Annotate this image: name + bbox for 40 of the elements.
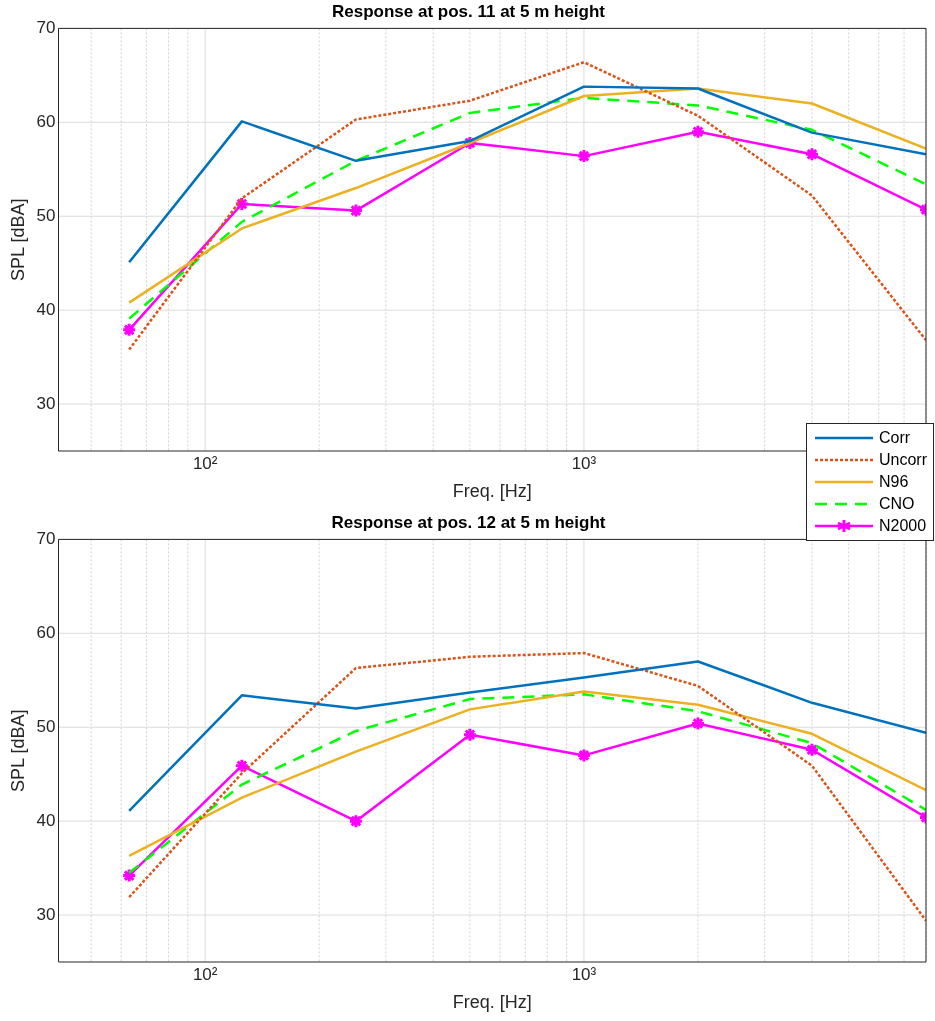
legend-label: CNO <box>878 495 915 513</box>
point <box>348 813 364 829</box>
legend-label: Uncorr <box>878 451 927 469</box>
y-tick-label: 50 <box>36 205 56 225</box>
x-axis-title: Freq. [Hz] <box>452 481 532 502</box>
x-tick-label: 10² <box>192 964 218 984</box>
y-tick-label: 30 <box>36 904 56 924</box>
point <box>121 868 137 884</box>
point <box>348 203 364 219</box>
y-tick-label: 50 <box>36 716 56 736</box>
line-series <box>127 651 926 922</box>
y-tick-label: 30 <box>36 393 56 413</box>
y-tick-label: 60 <box>36 112 56 131</box>
y-tick-label: 40 <box>36 299 56 319</box>
point <box>804 742 820 758</box>
point <box>462 727 478 743</box>
point <box>690 124 706 140</box>
y-axis-title: SPL [dBA] <box>7 198 28 281</box>
x-tick-label: 10³ <box>571 453 597 473</box>
point <box>576 747 592 763</box>
legend-label: Corr <box>878 429 911 447</box>
line-series <box>127 60 926 351</box>
point <box>234 758 250 774</box>
chart-title: Response at pos. 12 at 5 m height <box>331 512 606 532</box>
point <box>234 196 250 212</box>
point <box>121 322 137 338</box>
legend-label: N2000 <box>878 517 927 535</box>
y-tick-label: 60 <box>36 623 56 642</box>
point <box>576 148 592 164</box>
point <box>690 715 706 731</box>
y-axis-title: SPL [dBA] <box>7 709 28 792</box>
y-tick-label: 70 <box>36 529 56 549</box>
x-tick-label: 10² <box>192 453 218 473</box>
x-tick-label: 10³ <box>571 964 597 984</box>
legend-label: N96 <box>878 473 909 491</box>
point <box>804 146 820 162</box>
x-axis-title: Freq. [Hz] <box>452 992 532 1013</box>
chart-title: Response at pos. 11 at 5 m height <box>331 1 606 21</box>
y-tick-label: 40 <box>36 810 56 830</box>
y-tick-label: 70 <box>36 18 56 38</box>
